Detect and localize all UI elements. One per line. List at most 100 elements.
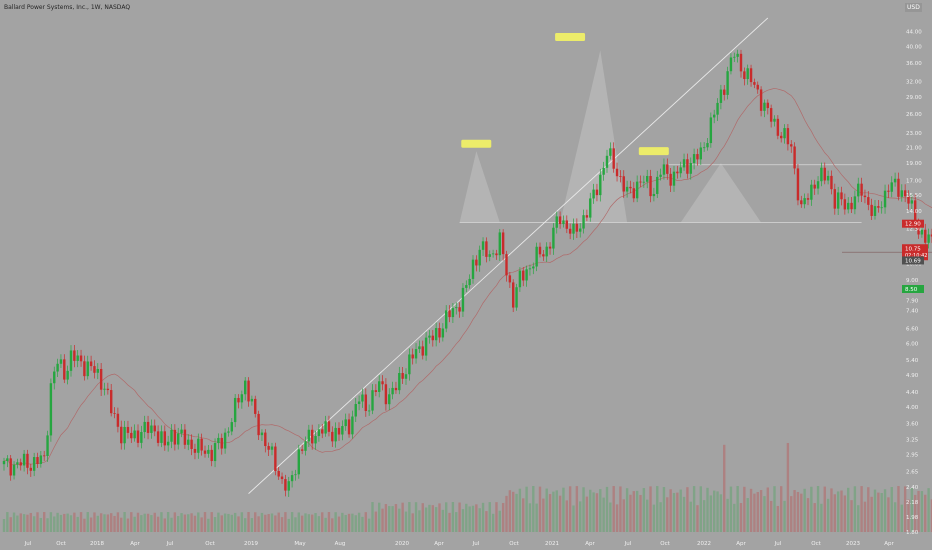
- x-tick-label: 2019: [244, 541, 258, 547]
- candle-body: [461, 287, 465, 312]
- volume-bar: [813, 503, 816, 532]
- volume-bar: [163, 518, 166, 532]
- volume-bar: [699, 486, 702, 532]
- volume-bar: [726, 498, 729, 532]
- volume-bar: [595, 493, 599, 532]
- y-tick-label: 40.00: [906, 45, 922, 51]
- currency-label: USD: [905, 3, 922, 12]
- candle-body: [173, 429, 177, 445]
- candle-body: [515, 287, 518, 308]
- candle-body: [609, 148, 612, 156]
- volume-bar: [599, 489, 602, 532]
- candle-body: [803, 198, 806, 205]
- candle-body: [689, 163, 692, 174]
- y-tick-label: 12.50: [906, 227, 922, 233]
- volume-bar: [327, 512, 331, 532]
- candle-body: [381, 381, 384, 385]
- candle-body: [260, 432, 264, 436]
- x-tick-label: Jul: [166, 541, 174, 547]
- candle-body: [475, 259, 478, 266]
- trendline: [248, 17, 769, 494]
- volume-bar: [713, 490, 716, 532]
- volume-bar: [682, 496, 686, 532]
- y-tick-label: 10.00: [906, 262, 922, 268]
- volume-bar: [719, 494, 723, 532]
- stop-price-label-bg: [902, 219, 924, 228]
- candle-body: [56, 363, 59, 372]
- volume-bar: [790, 496, 793, 532]
- volume-bar: [351, 513, 354, 532]
- candle-body: [883, 190, 887, 208]
- candle-body: [870, 204, 873, 216]
- candle-body: [106, 388, 110, 391]
- candle-body: [672, 171, 676, 186]
- volume-bar: [150, 515, 153, 532]
- volume-bar: [582, 487, 585, 532]
- volume-bar: [873, 489, 877, 532]
- volume-bar: [491, 513, 495, 532]
- x-tick-label: Apr: [434, 541, 444, 547]
- candle-body: [615, 168, 619, 177]
- volume-bar: [870, 496, 873, 532]
- candle-body: [726, 71, 729, 95]
- candle-body: [716, 102, 719, 115]
- volume-bar: [170, 517, 173, 532]
- volume-bar: [331, 518, 334, 532]
- volume-bar: [210, 512, 213, 532]
- volume-bar: [629, 494, 632, 532]
- volume-bar: [274, 515, 277, 532]
- candle-body: [471, 259, 475, 279]
- candle-body: [351, 416, 354, 435]
- volume-bar: [156, 516, 160, 532]
- candle-body: [776, 118, 780, 136]
- candle-body: [692, 154, 696, 164]
- candle-body: [304, 441, 307, 451]
- volume-bar: [394, 504, 398, 532]
- volume-bar: [421, 503, 424, 532]
- y-tick-label: 23.00: [906, 131, 922, 137]
- volume-bar: [250, 518, 254, 532]
- volume-bar: [287, 518, 290, 532]
- volume-bar: [240, 512, 244, 532]
- volume-bar: [579, 501, 582, 532]
- volume-bar: [203, 512, 207, 532]
- candle-body: [505, 254, 508, 276]
- volume-bar: [197, 512, 200, 532]
- volume-bar: [635, 490, 639, 532]
- candle-body: [190, 439, 193, 449]
- candle-body: [451, 308, 455, 318]
- volume-bar: [367, 518, 371, 532]
- candle-body: [920, 229, 924, 235]
- volume-bar: [99, 513, 103, 532]
- candle-body: [847, 202, 850, 210]
- volume-bar: [277, 512, 280, 532]
- candle-body: [522, 270, 525, 281]
- y-tick-label: 9.00: [906, 278, 919, 284]
- candle-body: [702, 147, 706, 149]
- volume-bar: [930, 499, 932, 532]
- candle-body: [22, 453, 26, 466]
- candle-body: [361, 394, 364, 402]
- x-tick-label: 2020: [395, 541, 409, 547]
- countdown-label: 02:10:42: [905, 253, 927, 259]
- volume-bar: [411, 513, 414, 532]
- head-marker: [555, 33, 586, 42]
- volume-bar: [783, 500, 786, 532]
- volume-bar: [589, 489, 592, 532]
- volume-bar: [86, 512, 89, 532]
- chart-title: Ballard Power Systems, Inc., 1W, NASDAQ: [4, 4, 131, 11]
- candle-body: [455, 307, 458, 309]
- volume-bar: [96, 515, 99, 532]
- candle-body: [733, 56, 736, 58]
- candle-body: [240, 394, 244, 403]
- candle-body: [900, 190, 903, 197]
- volume-bar: [32, 516, 36, 532]
- volume-bar: [786, 442, 790, 532]
- candle-body: [126, 426, 130, 433]
- candle-body: [656, 176, 659, 194]
- candle-body: [133, 430, 136, 439]
- volume-bar: [572, 505, 575, 532]
- x-tick-label: Jul: [24, 541, 32, 547]
